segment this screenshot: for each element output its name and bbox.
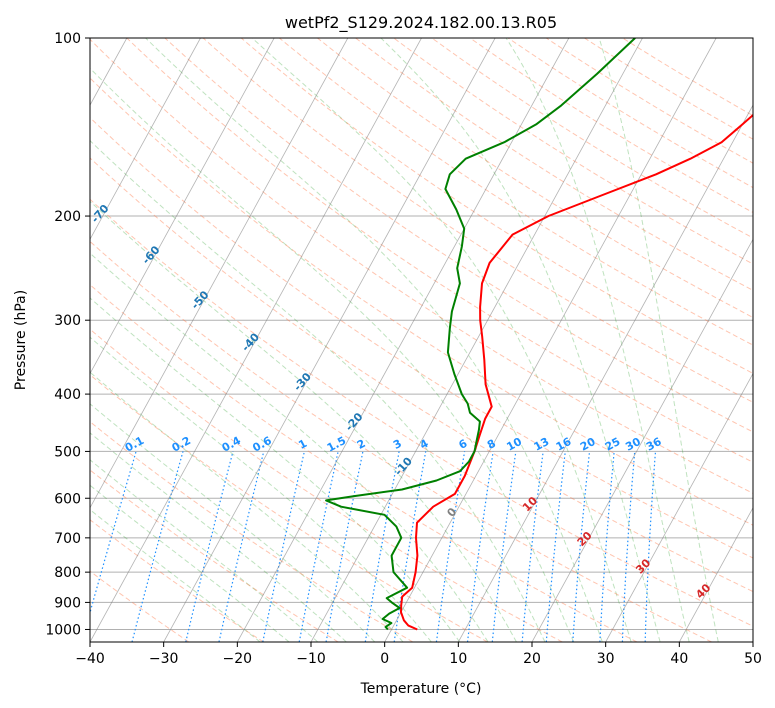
mixing-ratio-label: 25 xyxy=(603,435,623,454)
y-axis: 1000 900 800 700 600 500 400 300 200 100 xyxy=(45,31,90,638)
mixing-ratio-line xyxy=(218,451,265,642)
isotherm-line xyxy=(678,506,753,642)
mixing-ratio-line xyxy=(435,451,466,642)
dry-adiabat xyxy=(90,328,563,642)
mixing-ratio-line xyxy=(393,451,427,642)
dry-adiabat xyxy=(90,421,414,642)
y-tick-label: 600 xyxy=(54,491,81,507)
y-tick-label: 800 xyxy=(54,565,81,581)
moist-adiabat xyxy=(251,38,632,642)
isotherm-line xyxy=(90,38,349,509)
isotherm-line xyxy=(90,38,275,375)
x-tick-label: 10 xyxy=(449,651,467,667)
x-tick-label: 50 xyxy=(744,651,762,667)
moist-adiabats xyxy=(90,38,719,642)
moist-adiabat xyxy=(90,403,376,642)
moist-adiabat xyxy=(380,38,661,642)
dewpoint-profile xyxy=(325,38,636,631)
dry-adiabat xyxy=(90,157,753,593)
moist-adiabat xyxy=(90,371,404,642)
moist-adiabat xyxy=(145,38,603,642)
x-tick-label: 30 xyxy=(597,651,615,667)
y-tick-label: 900 xyxy=(54,595,81,611)
x-tick-label: −30 xyxy=(149,651,179,667)
y-tick-label: 700 xyxy=(54,531,81,547)
x-axis: −40 −30 −20 −10 0 10 20 30 40 50 xyxy=(75,642,762,667)
dry-adiabat xyxy=(90,469,339,642)
x-tick-label: −40 xyxy=(75,651,105,667)
isotherm-line xyxy=(163,38,496,642)
moist-adiabat xyxy=(90,459,319,642)
isotherm-line xyxy=(384,38,717,642)
mixing-ratio-line xyxy=(545,451,566,642)
mixing-ratio-line xyxy=(185,451,234,642)
dry-adiabat xyxy=(316,38,753,319)
dry-adiabat xyxy=(90,570,190,642)
x-tick-label: 40 xyxy=(670,651,688,667)
mixing-ratio-label: 16 xyxy=(554,435,574,454)
y-tick-label: 1000 xyxy=(45,622,81,638)
moist-adiabat xyxy=(505,38,690,642)
y-tick-label: 100 xyxy=(54,31,81,47)
moist-adiabat xyxy=(598,38,719,642)
isotherm-line xyxy=(310,38,643,642)
isotherm-line xyxy=(236,38,570,642)
moist-adiabat xyxy=(90,336,432,642)
dry-adiabat xyxy=(126,38,753,463)
chart-title: wetPf2_S129.2024.182.00.13.R05 xyxy=(285,13,557,33)
moist-adiabat xyxy=(90,200,517,642)
dry-adiabat xyxy=(278,38,753,346)
plot-area: -100-90-80-70-60-50-40-30-20-100 0.10.20… xyxy=(90,38,753,642)
x-axis-label: Temperature (°C) xyxy=(360,681,482,697)
dry-adiabat xyxy=(90,38,753,494)
dry-adiabat xyxy=(354,38,753,291)
isotherm-line xyxy=(531,238,753,642)
pressure-gridlines xyxy=(90,38,753,630)
y-axis-label: Pressure (hPa) xyxy=(13,290,29,390)
isotherm-line xyxy=(457,104,753,642)
mixing-ratio-label: 30 xyxy=(623,435,643,454)
mixing-ratio-lines xyxy=(90,451,657,642)
isotherm-line xyxy=(90,38,422,642)
moist-adiabat xyxy=(90,252,489,642)
sounding-profiles xyxy=(325,38,753,631)
plot-frame xyxy=(89,37,754,643)
mixing-ratio-line xyxy=(90,451,137,615)
y-tick-label: 300 xyxy=(54,313,81,329)
dry-adiabat xyxy=(240,38,753,374)
mixing-ratio-label: 10 xyxy=(504,435,524,454)
x-tick-label: −10 xyxy=(296,651,326,667)
dry-adiabat xyxy=(90,284,638,642)
moist-adiabat xyxy=(90,484,290,642)
mixing-ratio-label: 13 xyxy=(532,435,552,454)
mixing-ratio-line xyxy=(521,451,544,642)
moist-adiabat xyxy=(90,509,261,642)
isotherms xyxy=(90,38,753,642)
dry-adiabat xyxy=(90,519,264,642)
moist-adiabat xyxy=(90,67,575,642)
x-tick-label: 0 xyxy=(380,651,389,667)
x-tick-label: −20 xyxy=(223,651,253,667)
isotherm-line xyxy=(90,38,201,241)
y-tick-label: 200 xyxy=(54,209,81,225)
isotherm-line xyxy=(605,372,753,642)
x-tick-label: 20 xyxy=(523,651,541,667)
mixing-ratio-label: 20 xyxy=(578,435,598,454)
y-tick-label: 500 xyxy=(54,444,81,460)
mixing-ratio-line xyxy=(491,451,517,642)
moist-adiabat xyxy=(90,432,347,642)
dry-adiabat xyxy=(90,77,753,526)
mixing-ratio-line xyxy=(466,451,494,642)
mixing-ratio-label: 36 xyxy=(644,435,664,454)
temperature-profile xyxy=(400,113,753,631)
y-tick-label: 400 xyxy=(54,387,81,403)
